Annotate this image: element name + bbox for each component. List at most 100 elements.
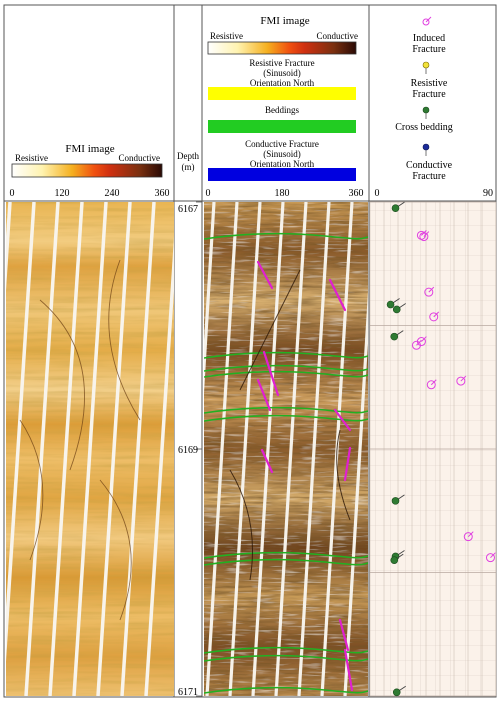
induced-fracture-mark — [328, 278, 347, 312]
cross-bedding-tadpole — [391, 497, 400, 505]
pad-gap-line — [6, 202, 36, 662]
cross-bedding-tadpole — [386, 300, 395, 309]
conductive-fracture-color-bar — [208, 168, 356, 181]
depth-tick-label: 6171 — [178, 687, 198, 698]
induced-fracture-tadpole-tail — [467, 531, 474, 538]
induced-fracture-tadpole-tail — [416, 339, 422, 346]
bedding-sinusoid — [204, 646, 368, 654]
conductive-fracture-legend-line1: Conductive Fracture — [245, 139, 319, 149]
bedding-sinusoid — [204, 551, 368, 559]
bedding-sinusoid — [204, 558, 368, 566]
tadpole-track — [369, 201, 497, 697]
depth-header: Depth (m) — [177, 151, 199, 172]
induced-fracture-tadpole — [411, 340, 421, 350]
induced-fracture-tadpole-tail — [430, 379, 437, 386]
col1-header: FMI image Resistive Conductive 0 120 240… — [10, 143, 170, 199]
col3-conductive-label: Conductive — [317, 31, 359, 41]
col3-header: FMI image Resistive Conductive Resistive… — [206, 15, 364, 199]
col3-scale-180: 180 — [275, 188, 290, 199]
resistive-fracture-legend-icon — [422, 61, 430, 69]
conductive-fracture-legend-line1: Conductive — [406, 160, 453, 171]
col3-scale-360: 360 — [349, 188, 364, 199]
cross-bedding-tadpole — [392, 688, 401, 697]
fracture-trace — [39, 299, 85, 471]
induced-fracture-legend-line1: Induced — [413, 33, 445, 44]
beddings-legend-label: Beddings — [265, 105, 299, 115]
col3-scale-0: 0 — [206, 188, 211, 199]
col3-color-scale-bar — [207, 41, 357, 55]
pad-gap-line — [228, 202, 262, 696]
col1-color-scale-bar — [11, 163, 163, 178]
induced-fracture-legend-icon — [422, 18, 430, 26]
induced-fracture-tadpole-tail — [433, 311, 440, 318]
conductive-fracture-legend-line2: Fracture — [412, 171, 446, 182]
col1-scale-0: 0 — [10, 188, 15, 199]
depth-tick-label: 6167 — [178, 204, 198, 215]
conductive-trace — [239, 269, 301, 391]
pad-gap-line — [120, 202, 156, 696]
col1-scale-120: 120 — [55, 188, 70, 199]
induced-fracture-tadpole — [426, 380, 436, 390]
pad-gap-line — [251, 202, 285, 696]
pad-gap-line — [205, 202, 239, 696]
induced-fracture-tadpole-tail — [460, 375, 467, 382]
induced-fracture-mark — [256, 378, 272, 412]
cross-bedding-tadpole — [391, 204, 400, 212]
beddings-color-bar — [208, 120, 356, 133]
col4-scale-90: 90 — [483, 188, 493, 199]
pad-gap-line — [144, 236, 174, 696]
cross-bedding-tadpole — [392, 305, 401, 314]
pad-gap-line — [343, 290, 368, 696]
dynamic-fmi-image-track — [204, 202, 368, 696]
bedding-sinusoid — [204, 232, 368, 240]
induced-fracture-tadpole — [419, 232, 429, 242]
induced-fracture-tadpole — [456, 376, 466, 386]
induced-fracture-tadpole-tail — [421, 336, 427, 342]
col4-scale-0: 0 — [375, 188, 380, 199]
induced-fracture-legend-icon-tail — [425, 16, 432, 23]
induced-fracture-mark — [343, 446, 352, 482]
conductive-fracture-legend-line3: Orientation North — [250, 159, 315, 169]
resistive-fracture-legend-line1: Resistive — [411, 78, 448, 89]
induced-fracture-mark — [256, 260, 274, 290]
resistive-fracture-color-bar — [208, 87, 356, 100]
induced-fracture-mark — [262, 350, 280, 397]
induced-fracture-tadpole-tail — [428, 286, 435, 293]
resistive-fracture-legend-line3: Orientation North — [250, 78, 315, 88]
col1-resistive-label: Resistive — [15, 153, 48, 163]
col1-title: FMI image — [65, 143, 114, 155]
col3-title: FMI image — [260, 15, 309, 27]
col3-resistive-label: Resistive — [210, 31, 243, 41]
bedding-sinusoid — [204, 351, 368, 359]
induced-fracture-mark — [333, 408, 352, 432]
col1-scale-360: 360 — [155, 188, 170, 199]
resistive-fracture-legend-line2: (Sinusoid) — [263, 68, 301, 78]
static-fmi-image-track — [6, 202, 174, 696]
induced-fracture-tadpole — [463, 532, 473, 542]
induced-fracture-mark — [338, 618, 350, 652]
col1-scale-240: 240 — [105, 188, 120, 199]
cross-bedding-tadpole — [390, 332, 399, 341]
col4-header: Induced Fracture Resistive Fracture Cros… — [375, 16, 493, 199]
fracture-trace — [108, 259, 141, 421]
pad-gap-line — [274, 202, 308, 696]
bedding-sinusoid — [204, 364, 368, 372]
depth-unit: (m) — [182, 162, 195, 172]
pad-gap-line — [72, 202, 108, 696]
depth-tick-label: 6169 — [178, 445, 198, 456]
resistive-fracture-legend-line1: Resistive Fracture — [249, 58, 314, 68]
conductive-fracture-legend-icon — [422, 143, 430, 151]
conductive-fracture-legend-line2: (Sinusoid) — [263, 149, 301, 159]
induced-fracture-tadpole — [485, 553, 495, 563]
induced-fracture-legend-line2: Fracture — [412, 44, 446, 55]
pad-gap-line — [24, 202, 60, 696]
fracture-trace — [19, 419, 44, 561]
induced-fracture-mark — [260, 448, 274, 474]
induced-fracture-tadpole-tail — [490, 552, 496, 559]
fracture-trace — [99, 479, 132, 621]
bedding-sinusoid — [204, 406, 368, 414]
cross-bedding-legend-label: Cross bedding — [395, 122, 453, 133]
bedding-sinusoid — [204, 686, 368, 694]
bedding-sinusoid — [204, 370, 368, 378]
induced-fracture-tadpole — [429, 312, 439, 322]
